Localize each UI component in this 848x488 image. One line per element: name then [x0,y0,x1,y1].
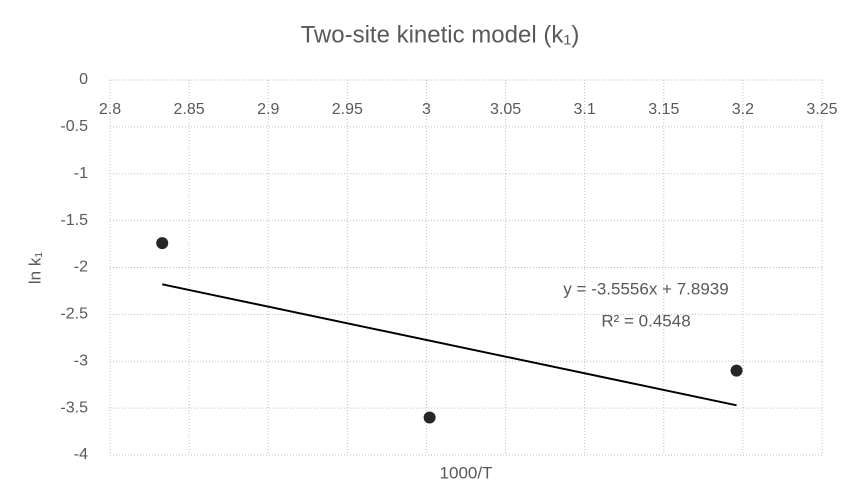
y-tick-label: -4 [74,446,88,463]
y-tick-label: -2 [74,259,88,276]
x-tick-label: 3.15 [648,101,679,118]
point [423,411,436,424]
x-tick-label: 3.2 [732,101,754,118]
x-tick-label: 2.95 [332,101,363,118]
y-tick-label: -1 [74,165,88,182]
x-tick-label: 2.9 [257,101,279,118]
y-tick-label: -1.5 [60,212,88,229]
trendline [162,283,737,407]
chart-title: Two-site kinetic model (k₁) [301,21,580,48]
y-axis-title: ln k₁ [25,252,44,284]
y-tick-label: -3 [74,352,88,369]
trendline-equation: y = -3.5556x + 7.8939 [563,279,728,298]
x-tick-label: 2.85 [174,101,205,118]
point [156,237,169,250]
trendline-r2: R² = 0.4548 [601,311,690,330]
x-tick-label: 3 [422,101,431,118]
x-tick-label: 3.25 [806,101,837,118]
x-tick-label: 3.05 [490,101,521,118]
y-tick-label: -3.5 [60,399,88,416]
y-tick-label: 0 [79,71,88,88]
point [730,364,743,377]
x-tick-label: 3.1 [574,101,596,118]
x-tick-label: 2.8 [99,101,121,118]
y-tick-label: -0.5 [60,118,88,135]
x-axis-title: 1000/T [440,463,493,482]
y-tick-label: -2.5 [60,306,88,323]
